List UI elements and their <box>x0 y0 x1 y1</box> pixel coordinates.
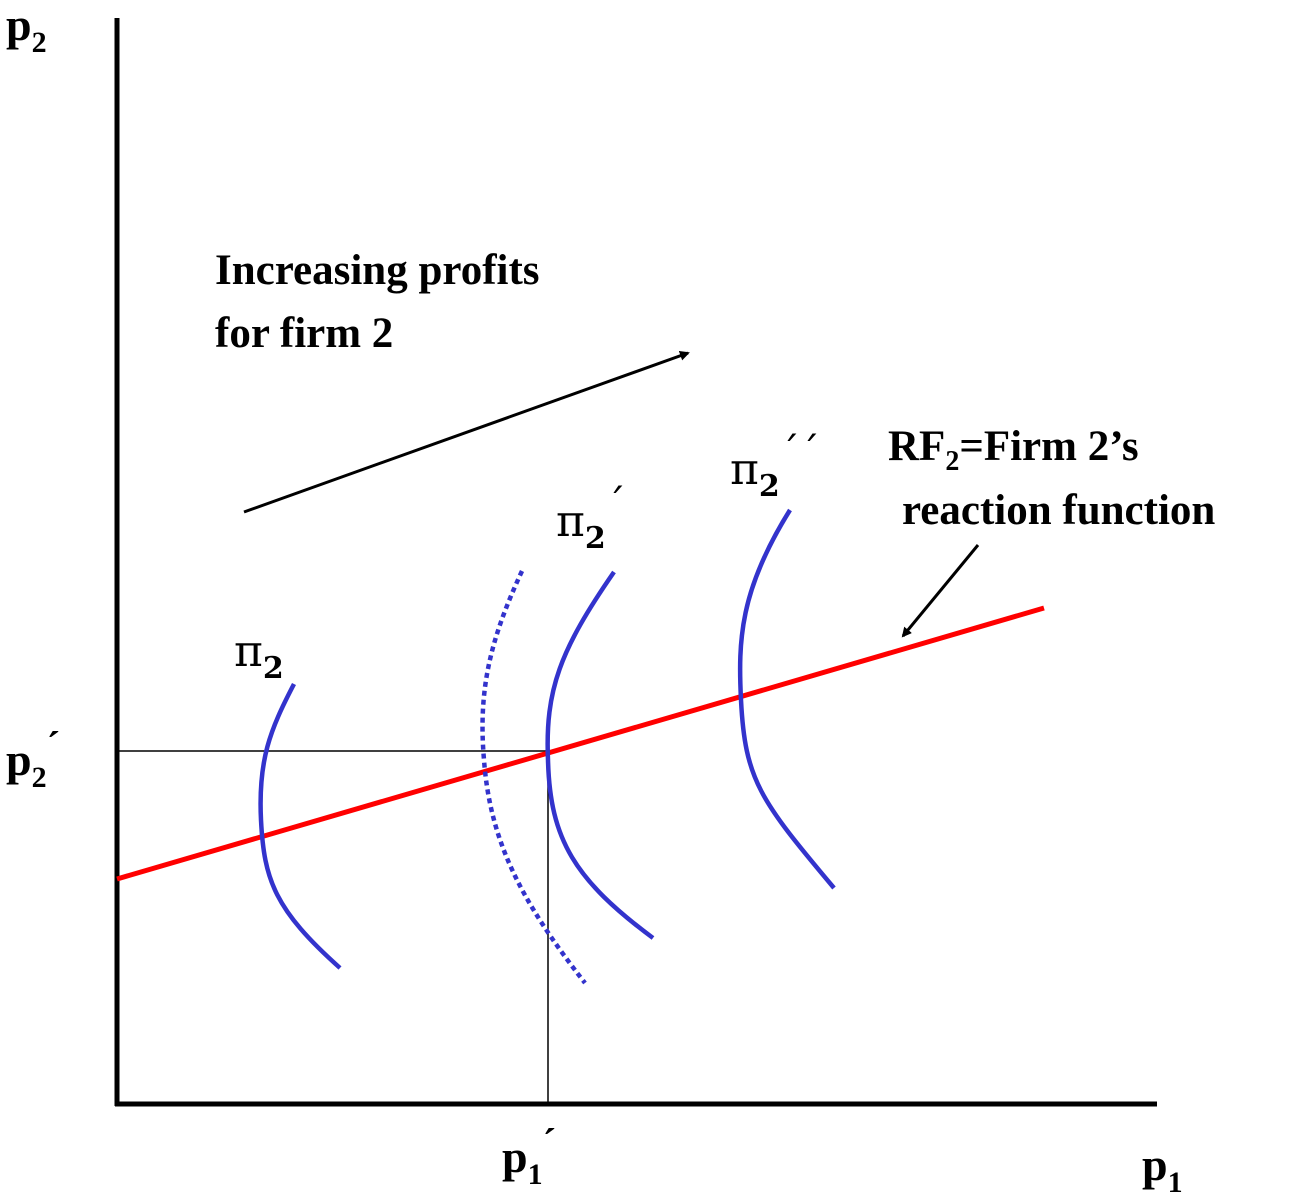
increasing-profits-arrow <box>243 350 690 514</box>
reaction-function-label-line2: reaction function <box>902 487 1215 534</box>
reaction-function-label-line1: RF2=Firm 2’s <box>888 423 1139 477</box>
reaction-function-pointer-arrow <box>901 544 980 638</box>
isoprofit-label-pi2-double-prime: π2´´ <box>730 430 820 504</box>
isoprofit-label-pi2: π2 <box>234 626 284 686</box>
isoprofit-curve-dotted <box>480 570 587 985</box>
y-axis-label: p2 <box>6 0 47 59</box>
isoprofit-curve-pi2-prime <box>545 570 655 940</box>
p1-prime-label: p1´ <box>502 1120 556 1191</box>
reaction-function-line <box>116 605 1045 882</box>
isoprofit-curve-pi2-double-prime <box>737 508 836 890</box>
increasing-profits-label-line2: for firm 2 <box>215 310 393 357</box>
increasing-profits-label-line1: Increasing profits <box>215 247 540 294</box>
isoprofit-curve-pi2 <box>258 682 342 970</box>
isoprofit-label-pi2-prime: π2´ <box>556 482 626 556</box>
x-axis-label: p1 <box>1142 1139 1183 1199</box>
p2-prime-label: p2´ <box>6 723 60 794</box>
